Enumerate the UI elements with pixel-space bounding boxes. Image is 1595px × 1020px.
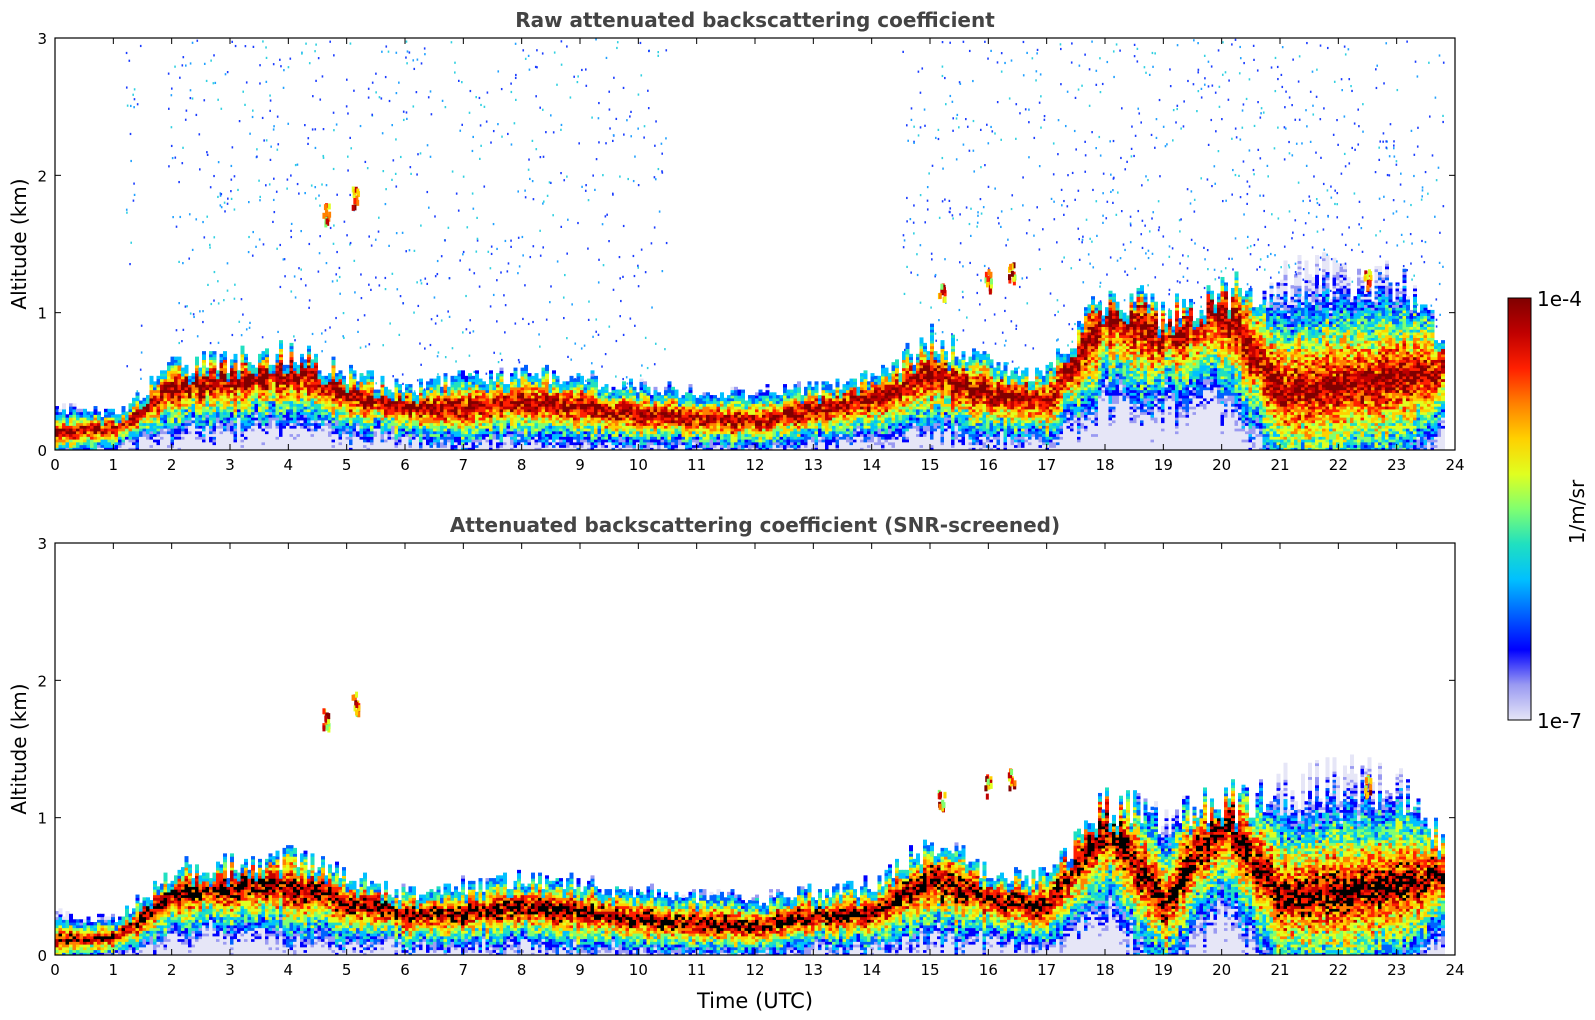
y-tick-label: 0 [37, 947, 47, 965]
x-tick-label: 6 [400, 961, 410, 979]
x-tick-label: 15 [920, 961, 939, 979]
y-axis-label-raw: Altitude (km) [7, 178, 31, 309]
y-ticks-raw: 0 1 2 3 [37, 30, 1455, 460]
x-tick-label: 16 [979, 456, 998, 474]
x-tick-label: 1 [109, 961, 119, 979]
x-tick-label: 0 [50, 961, 60, 979]
colorbar: 1e-4 1e-7 1/m/sr [1507, 287, 1589, 733]
x-tick-label: 17 [1037, 456, 1056, 474]
colorbar-min-label: 1e-7 [1537, 709, 1582, 733]
heatmap-screened [55, 691, 1445, 955]
panel-raw-title: Raw attenuated backscattering coefficien… [515, 8, 995, 32]
x-tick-label: 0 [50, 456, 60, 474]
x-tick-label: 10 [629, 456, 648, 474]
x-tick-label: 13 [804, 456, 823, 474]
x-tick-label: 7 [459, 456, 469, 474]
x-tick-label: 14 [862, 961, 881, 979]
x-tick-label: 23 [1387, 961, 1406, 979]
x-tick-label: 16 [979, 961, 998, 979]
x-tick-label: 20 [1212, 961, 1231, 979]
x-tick-label: 24 [1445, 456, 1464, 474]
x-tick-label: 18 [1095, 456, 1114, 474]
heatmap-raw [55, 38, 1445, 450]
x-tick-label: 13 [804, 961, 823, 979]
x-tick-label: 6 [400, 456, 410, 474]
x-ticks-raw: 0 1 2 3 4 5 6 7 8 9 10 11 12 13 14 15 16 17 18 19 20 21 22 23 24 [50, 38, 1465, 474]
x-tick-label: 17 [1037, 961, 1056, 979]
x-tick-label: 4 [284, 456, 294, 474]
x-tick-label: 21 [1270, 961, 1289, 979]
x-tick-label: 2 [167, 961, 177, 979]
x-tick-label: 22 [1329, 961, 1348, 979]
colorbar-unit-label: 1/m/sr [1565, 479, 1589, 544]
y-tick-label: 2 [37, 672, 47, 690]
x-tick-label: 4 [284, 961, 294, 979]
x-tick-label: 9 [575, 961, 585, 979]
y-tick-label: 3 [37, 30, 47, 48]
x-tick-label: 24 [1445, 961, 1464, 979]
x-tick-label: 1 [109, 456, 119, 474]
x-tick-label: 23 [1387, 456, 1406, 474]
y-tick-label: 1 [37, 305, 47, 323]
x-tick-label: 3 [225, 456, 235, 474]
colorbar-max-label: 1e-4 [1537, 287, 1582, 311]
panel-screened-title: Attenuated backscattering coefficient (S… [450, 513, 1060, 537]
y-axis-label-screened: Altitude (km) [7, 683, 31, 814]
x-tick-label: 15 [920, 456, 939, 474]
x-tick-label: 20 [1212, 456, 1231, 474]
x-tick-label: 22 [1329, 456, 1348, 474]
colorbar-gradient [1507, 297, 1532, 721]
y-tick-label: 1 [37, 810, 47, 828]
x-axis-label: Time (UTC) [696, 989, 813, 1013]
x-tick-label: 21 [1270, 456, 1289, 474]
x-tick-label: 8 [517, 961, 527, 979]
x-tick-label: 19 [1154, 961, 1173, 979]
x-tick-label: 7 [459, 961, 469, 979]
y-ticks-screened: 0 1 2 3 [37, 535, 1455, 965]
x-tick-label: 2 [167, 456, 177, 474]
panel-raw: Raw attenuated backscattering coefficien… [7, 8, 1465, 474]
x-tick-label: 5 [342, 456, 352, 474]
panel-screened: Attenuated backscattering coefficient (S… [7, 513, 1465, 1013]
x-tick-label: 5 [342, 961, 352, 979]
x-tick-label: 19 [1154, 456, 1173, 474]
x-tick-label: 12 [745, 456, 764, 474]
x-tick-label: 3 [225, 961, 235, 979]
y-tick-label: 2 [37, 167, 47, 185]
x-tick-label: 11 [687, 456, 706, 474]
x-tick-label: 9 [575, 456, 585, 474]
x-tick-label: 18 [1095, 961, 1114, 979]
y-tick-label: 0 [37, 442, 47, 460]
x-tick-label: 10 [629, 961, 648, 979]
x-tick-label: 12 [745, 961, 764, 979]
x-ticks-screened: 0 1 2 3 4 5 6 7 8 9 10 11 12 13 14 15 16 17 18 19 20 21 22 23 24 [50, 543, 1465, 979]
y-tick-label: 3 [37, 535, 47, 553]
x-tick-label: 14 [862, 456, 881, 474]
x-tick-label: 11 [687, 961, 706, 979]
x-tick-label: 8 [517, 456, 527, 474]
